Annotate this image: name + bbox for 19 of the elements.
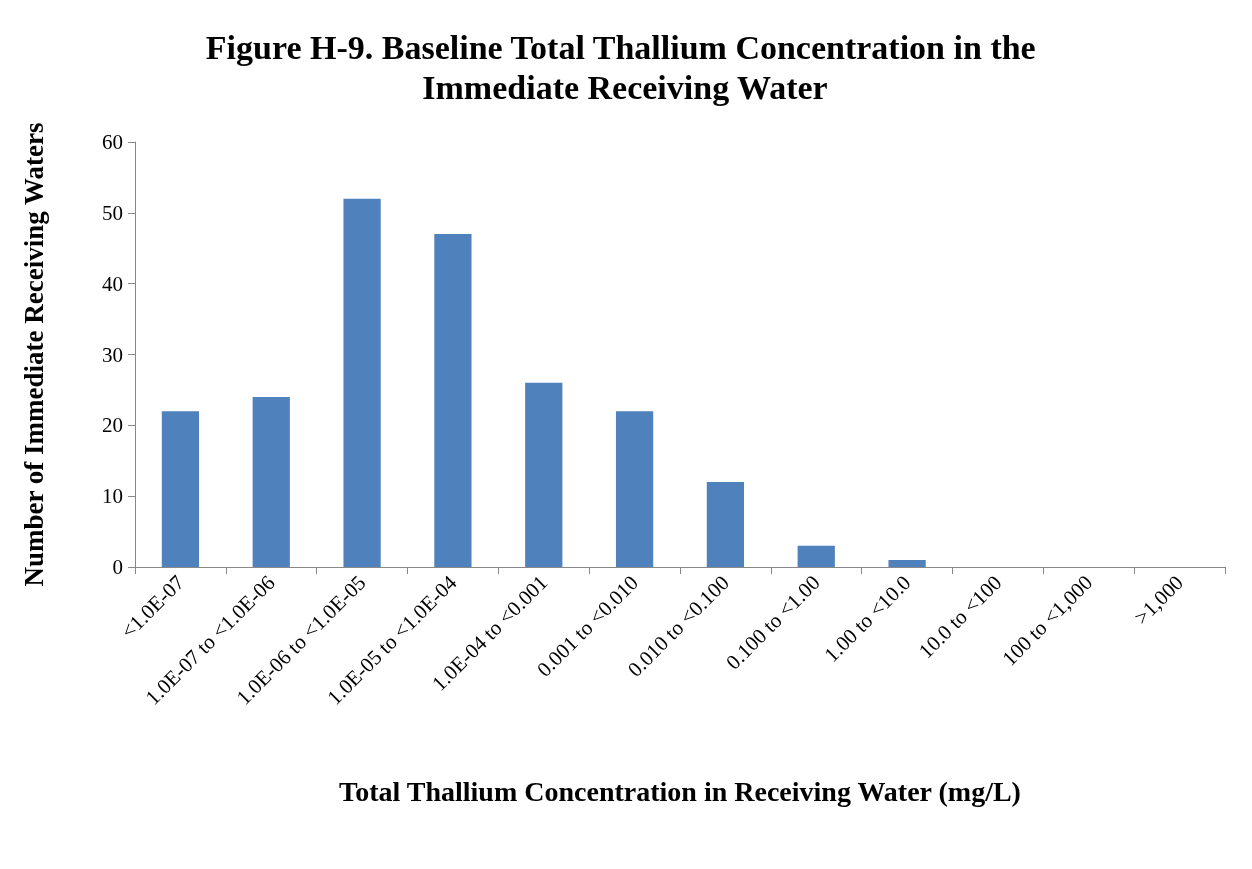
bar [525, 382, 563, 567]
bar [161, 411, 200, 567]
bar [252, 397, 290, 567]
y-tick-label: 60 [102, 130, 123, 154]
y-tick-label: 0 [112, 555, 123, 579]
y-tick-label: 50 [102, 200, 123, 225]
bar [343, 198, 381, 567]
bar [615, 411, 654, 567]
x-axis-title: Total Thallium Concentration in Receiving Water (mg/L) [339, 775, 1021, 807]
y-tick-label: 20 [102, 413, 123, 438]
chart-title: Figure H-9. Baseline Total Thallium Concentration in the Immediate Receiving Water [205, 28, 1045, 106]
bar [706, 482, 745, 567]
y-tick-label: 10 [102, 484, 123, 509]
y-axis-title: Number of Immediate Receiving Waters [18, 122, 49, 587]
bar [797, 545, 835, 567]
bar [434, 234, 472, 567]
y-tick-label: 30 [102, 342, 123, 367]
y-tick-label: 40 [102, 271, 123, 296]
bar [888, 559, 926, 567]
